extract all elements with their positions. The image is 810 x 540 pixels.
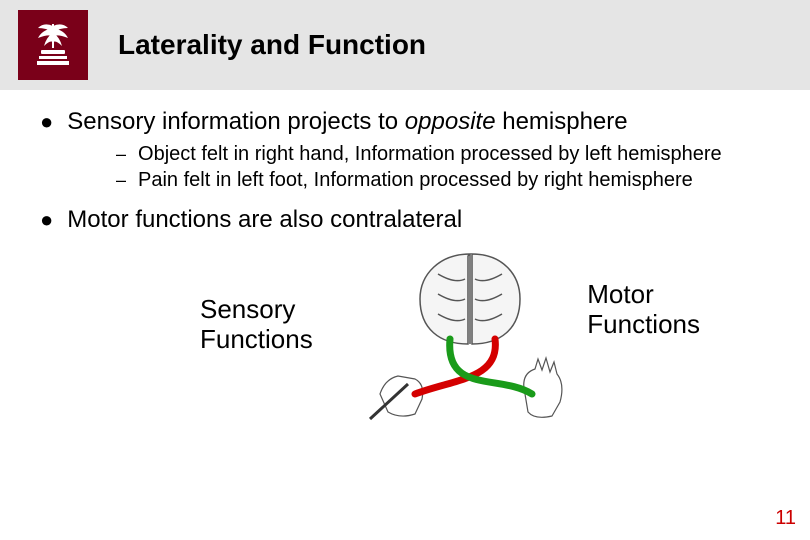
sub-bullet-left-foot: – Pain felt in left foot, Information pr… (116, 168, 770, 192)
bullet-motor-contralateral: ● Motor functions are also contralateral (40, 206, 770, 234)
sub-bullet-list: – Object felt in right hand, Information… (116, 142, 770, 192)
text-part: hemisphere (496, 108, 628, 135)
bullet-marker: ● (40, 206, 53, 234)
sub-bullet-text: Object felt in right hand, Information p… (138, 142, 722, 166)
right-hand-icon (524, 358, 562, 417)
bullet-text: Motor functions are also contralateral (67, 206, 462, 234)
sub-bullet-right-hand: – Object felt in right hand, Information… (116, 142, 770, 166)
content-area: ● Sensory information projects to opposi… (0, 90, 810, 454)
university-logo (18, 10, 88, 80)
bullet-text: Sensory information projects to opposite… (67, 108, 627, 136)
bullet-marker: ● (40, 108, 53, 136)
label-line: Sensory (200, 294, 295, 324)
text-part: Sensory information projects to (67, 108, 405, 135)
brain-hands-diagram (360, 244, 580, 444)
diagram-row: Sensory Functions (40, 244, 770, 454)
motor-functions-label: Motor Functions (587, 279, 700, 339)
dash-marker: – (116, 168, 126, 192)
sub-bullet-text: Pain felt in left foot, Information proc… (138, 168, 693, 192)
text-italic: opposite (405, 108, 496, 135)
bullet-sensory-projection: ● Sensory information projects to opposi… (40, 108, 770, 136)
left-hand-icon (370, 376, 423, 419)
palmetto-logo-icon (26, 18, 80, 72)
brain-outline-icon (420, 254, 520, 344)
label-line: Motor (587, 279, 653, 309)
label-line: Functions (200, 324, 313, 354)
label-line: Functions (587, 309, 700, 339)
dash-marker: – (116, 142, 126, 166)
page-number: 11 (775, 507, 796, 530)
slide-title: Laterality and Function (118, 29, 426, 61)
header-bar: Laterality and Function (0, 0, 810, 90)
sensory-functions-label: Sensory Functions (200, 294, 313, 354)
